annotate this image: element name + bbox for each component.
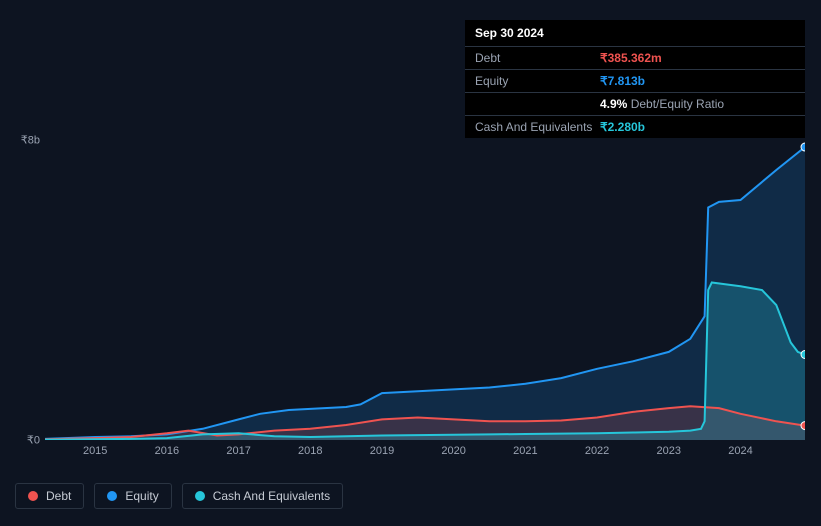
- x-axis-tick: 2019: [370, 445, 394, 457]
- series-end-marker: [801, 351, 805, 359]
- legend-swatch: [107, 491, 117, 501]
- chart-tooltip: Sep 30 2024 Debt₹385.362mEquity₹7.813b4.…: [465, 20, 805, 138]
- tooltip-label: Equity: [475, 74, 600, 88]
- legend-label: Equity: [125, 489, 158, 503]
- tooltip-row: 4.9% Debt/Equity Ratio: [465, 93, 805, 116]
- tooltip-value: ₹2.280b: [600, 120, 645, 134]
- legend-item-cash-and-equivalents[interactable]: Cash And Equivalents: [182, 483, 343, 509]
- x-axis-tick: 2020: [441, 445, 465, 457]
- series-fill-equity: [45, 147, 805, 440]
- chart-legend: Debt Equity Cash And Equivalents: [15, 483, 343, 509]
- tooltip-label: Cash And Equivalents: [475, 120, 600, 134]
- tooltip-label: [475, 97, 600, 111]
- tooltip-row: Equity₹7.813b: [465, 70, 805, 93]
- legend-label: Cash And Equivalents: [213, 489, 330, 503]
- tooltip-label: Debt: [475, 51, 600, 65]
- legend-swatch: [195, 491, 205, 501]
- x-axis-tick: 2015: [83, 445, 107, 457]
- tooltip-date: Sep 30 2024: [465, 20, 805, 47]
- series-end-marker: [801, 143, 805, 151]
- y-axis-label: ₹0: [15, 434, 40, 447]
- y-axis-label: ₹8b: [15, 134, 40, 147]
- legend-label: Debt: [46, 489, 71, 503]
- financials-chart[interactable]: ₹8b ₹0 2015 2016 2017 2018 2019 2020 2021 2022 20…: [15, 120, 805, 460]
- legend-item-debt[interactable]: Debt: [15, 483, 84, 509]
- chart-plot-area: [45, 140, 805, 440]
- tooltip-row: Debt₹385.362m: [465, 47, 805, 70]
- tooltip-row: Cash And Equivalents₹2.280b: [465, 116, 805, 138]
- x-axis-tick: 2021: [513, 445, 537, 457]
- tooltip-value: ₹7.813b: [600, 74, 645, 88]
- x-axis-tick: 2023: [657, 445, 681, 457]
- legend-item-equity[interactable]: Equity: [94, 483, 171, 509]
- x-axis-tick: 2018: [298, 445, 322, 457]
- x-axis-tick: 2024: [728, 445, 752, 457]
- series-end-marker: [801, 422, 805, 430]
- x-axis-tick: 2016: [155, 445, 179, 457]
- legend-swatch: [28, 491, 38, 501]
- chart-x-axis: 2015 2016 2017 2018 2019 2020 2021 2022 2023 2024: [45, 445, 805, 465]
- tooltip-value: 4.9% Debt/Equity Ratio: [600, 97, 724, 111]
- tooltip-value: ₹385.362m: [600, 51, 662, 65]
- x-axis-tick: 2017: [226, 445, 250, 457]
- x-axis-tick: 2022: [585, 445, 609, 457]
